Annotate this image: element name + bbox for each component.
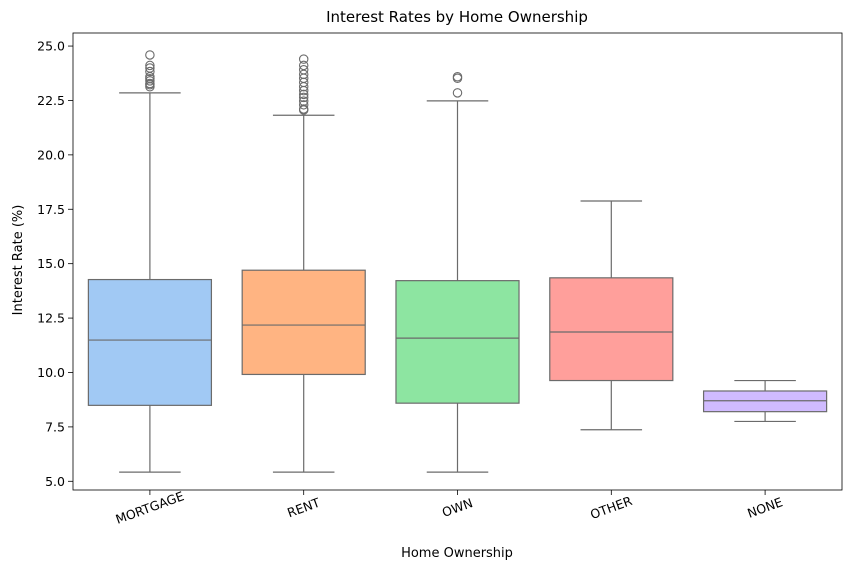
outlier-point (145, 60, 155, 71)
outlier-point (298, 54, 309, 64)
chart-title: Interest Rates by Home Ownership (326, 8, 588, 26)
outlier-point (298, 89, 309, 100)
y-tick-label: 22.5 (37, 93, 65, 108)
box-body (549, 277, 674, 382)
box-group (87, 50, 213, 473)
y-tick-label: 7.5 (45, 419, 65, 434)
outlier-point (298, 65, 309, 75)
box-body (241, 269, 366, 376)
y-tick-label: 17.5 (37, 202, 65, 217)
box-group (395, 71, 520, 473)
x-tick-label: OTHER (588, 493, 634, 522)
x-tick-label: OWN (440, 495, 475, 520)
y-axis-label: Interest Rate (%) (11, 205, 26, 316)
y-tick-label: 12.5 (37, 311, 65, 326)
outlier-point (145, 63, 155, 73)
outlier-point (145, 78, 155, 89)
y-axis: 5.0 7.5 10.0 12.5 15.0 17.5 20.0 22.5 25.0 (37, 39, 73, 489)
outlier-point (298, 100, 309, 110)
y-tick-label: 20.0 (37, 147, 65, 162)
outlier-point (298, 104, 309, 114)
outlier-point (145, 66, 155, 77)
x-axis: MORTGAGE RENT OWN OTHER NONE (114, 488, 785, 527)
x-tick-label: NONE (745, 494, 784, 521)
outlier-point (145, 50, 155, 60)
y-tick-label: 15.0 (37, 256, 65, 271)
x-axis-label: Home Ownership (401, 546, 513, 561)
y-tick-label: 10.0 (37, 365, 65, 380)
outlier-point (452, 71, 463, 82)
x-tick-label: RENT (285, 495, 322, 521)
box-group (241, 54, 366, 473)
outlier-point (298, 92, 309, 103)
y-tick-label: 5.0 (45, 474, 65, 489)
box-group (549, 200, 674, 431)
outlier-point (298, 60, 309, 71)
outlier-point (452, 88, 463, 98)
boxes-layer (87, 50, 828, 473)
box-group (702, 379, 828, 423)
outlier-point (298, 96, 309, 106)
y-tick-label: 25.0 (37, 39, 65, 54)
box-body (87, 278, 213, 406)
box-body (395, 280, 520, 404)
